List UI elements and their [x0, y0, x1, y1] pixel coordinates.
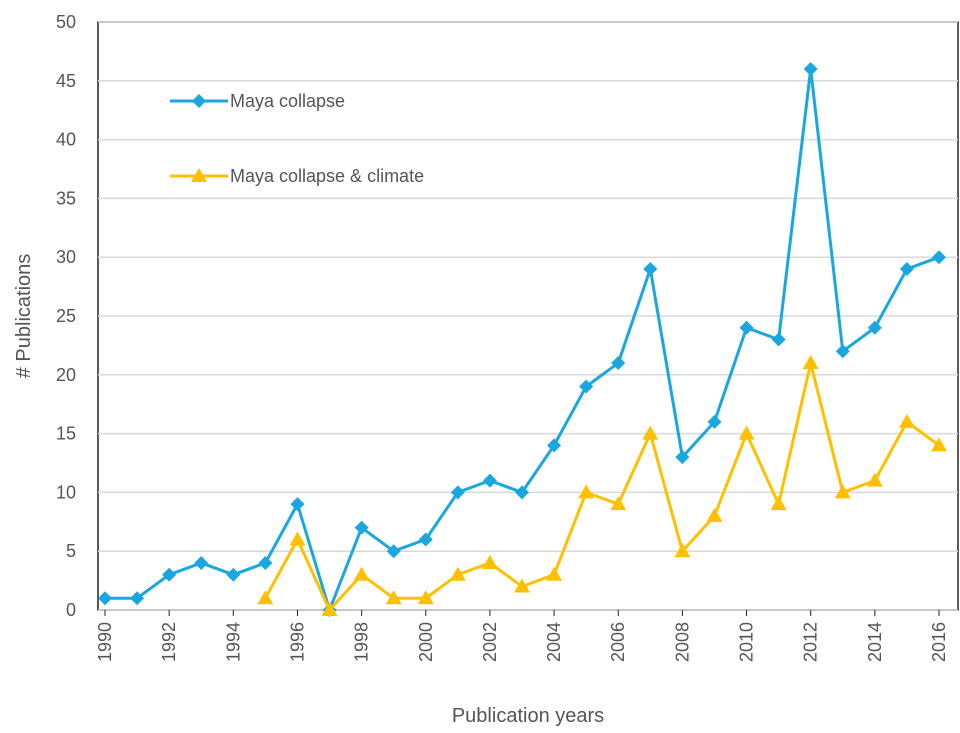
marker	[835, 344, 850, 359]
x-tick-label: 1998	[352, 622, 372, 662]
marker	[258, 555, 273, 570]
marker	[481, 554, 498, 569]
marker	[802, 355, 819, 370]
x-tick-label: 1990	[95, 622, 115, 662]
y-axis-label: # Publications	[13, 254, 35, 379]
marker	[739, 320, 754, 335]
marker	[642, 425, 659, 440]
marker	[706, 507, 723, 522]
y-tick-label: 25	[56, 306, 76, 326]
y-tick-label: 0	[66, 600, 76, 620]
marker	[385, 590, 402, 605]
marker	[546, 566, 563, 581]
y-tick-label: 5	[66, 541, 76, 561]
marker	[674, 543, 691, 558]
marker	[98, 591, 112, 606]
series-line	[105, 68, 940, 615]
marker	[449, 566, 466, 581]
marker	[417, 590, 434, 605]
x-tick-label: 1996	[287, 622, 307, 662]
marker	[867, 320, 882, 335]
y-tick-label: 30	[56, 247, 76, 267]
marker	[418, 532, 433, 547]
marker	[547, 438, 562, 453]
legend-label: Maya collapse	[230, 91, 345, 111]
marker	[578, 484, 595, 499]
y-tick-label: 15	[56, 424, 76, 444]
marker	[898, 413, 915, 428]
y-tick-label: 35	[56, 188, 76, 208]
marker	[290, 497, 305, 512]
marker	[257, 590, 274, 605]
x-tick-label: 2014	[865, 622, 885, 662]
marker	[579, 379, 594, 394]
x-tick-label: 2000	[416, 622, 436, 662]
x-tick-label: 1994	[223, 622, 243, 662]
marker	[675, 450, 690, 465]
marker	[482, 473, 497, 488]
marker	[611, 356, 626, 371]
marker	[771, 332, 786, 347]
marker	[899, 261, 914, 276]
y-tick-label: 45	[56, 71, 76, 91]
x-tick-label: 2016	[929, 622, 949, 662]
legend-label: Maya collapse & climate	[230, 166, 424, 186]
marker	[289, 531, 306, 546]
x-tick-label: 2008	[672, 622, 692, 662]
marker	[515, 485, 529, 500]
marker	[770, 496, 787, 511]
marker	[514, 578, 530, 593]
marker	[610, 496, 627, 511]
marker	[226, 567, 241, 582]
x-tick-label: 2004	[544, 622, 564, 662]
marker	[450, 485, 465, 500]
x-tick-label: 2002	[480, 622, 500, 662]
x-tick-label: 1992	[159, 622, 179, 662]
x-tick-label: 2010	[737, 622, 757, 662]
series-line	[264, 362, 940, 613]
marker	[130, 591, 145, 606]
marker	[192, 94, 206, 108]
marker	[738, 425, 755, 440]
y-tick-label: 40	[56, 130, 76, 150]
marker	[353, 566, 370, 581]
x-tick-label: 2012	[801, 622, 821, 662]
x-axis-label: Publication years	[452, 705, 604, 727]
marker	[932, 250, 946, 265]
marker	[191, 168, 207, 182]
marker	[194, 555, 209, 570]
marker	[803, 62, 818, 77]
marker	[866, 472, 883, 487]
y-tick-label: 20	[56, 365, 76, 385]
y-tick-label: 10	[56, 482, 76, 502]
y-tick-label: 50	[56, 12, 76, 32]
marker	[931, 437, 947, 452]
marker	[707, 414, 722, 429]
x-tick-label: 2006	[608, 622, 628, 662]
marker	[321, 602, 338, 616]
marker	[354, 520, 369, 535]
marker	[386, 544, 401, 559]
marker	[834, 484, 851, 499]
marker	[162, 567, 177, 582]
marker	[643, 261, 658, 276]
